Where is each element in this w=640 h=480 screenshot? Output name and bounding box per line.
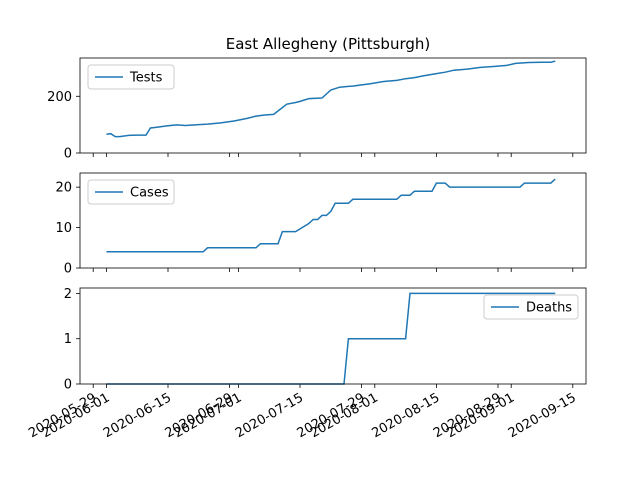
legend: Cases bbox=[87, 179, 175, 205]
series-line-cases bbox=[106, 178, 556, 253]
y-tick-label: 0 bbox=[64, 147, 72, 162]
y-tick-label: 0 bbox=[64, 262, 72, 277]
axes-frame bbox=[79, 287, 587, 385]
legend-box bbox=[483, 294, 579, 320]
y-tick-label: 1 bbox=[64, 332, 72, 347]
legend-box bbox=[87, 179, 175, 205]
axes-frame bbox=[79, 57, 587, 154]
legend-box bbox=[87, 64, 175, 90]
y-tick-label: 10 bbox=[55, 221, 72, 236]
legend-label-tests: Tests bbox=[129, 71, 163, 86]
y-tick-label: 0 bbox=[64, 378, 72, 393]
panel-deaths: 0 1 2 Deaths bbox=[64, 287, 587, 393]
chart-panels: 0 200 Tests 0 10 20 Cases 0 1 2 Deaths bbox=[47, 57, 587, 393]
series-line-tests bbox=[106, 60, 556, 138]
panel-tests: 0 200 Tests bbox=[47, 57, 587, 162]
legend: Tests bbox=[87, 64, 175, 90]
y-tick-label: 20 bbox=[55, 181, 72, 196]
panel-cases: 0 10 20 Cases bbox=[55, 172, 587, 277]
legend: Deaths bbox=[483, 294, 579, 320]
y-tick-label: 2 bbox=[64, 287, 72, 302]
y-tick-label: 200 bbox=[47, 90, 72, 105]
axes-frame bbox=[79, 172, 587, 269]
legend-label-deaths: Deaths bbox=[526, 301, 572, 316]
legend-label-cases: Cases bbox=[130, 186, 169, 201]
chart-title: East Allegheny (Pittsburgh) bbox=[226, 35, 431, 53]
